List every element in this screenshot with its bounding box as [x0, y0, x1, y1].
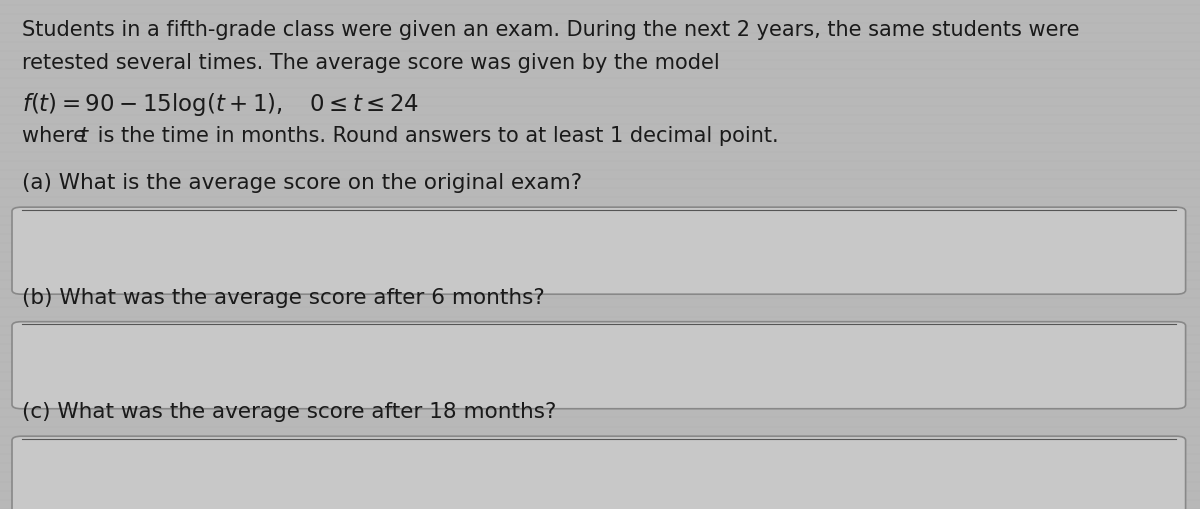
Text: (c) What was the average score after 18 months?: (c) What was the average score after 18 … [22, 402, 556, 422]
FancyBboxPatch shape [12, 322, 1186, 409]
Text: where: where [22, 126, 92, 146]
FancyBboxPatch shape [12, 436, 1186, 509]
Text: Students in a fifth-grade class were given an exam. During the next 2 years, the: Students in a fifth-grade class were giv… [22, 20, 1079, 40]
Text: retested several times. The average score was given by the model: retested several times. The average scor… [22, 53, 719, 73]
Text: (a) What is the average score on the original exam?: (a) What is the average score on the ori… [22, 173, 582, 193]
Text: is the time in months. Round answers to at least 1 decimal point.: is the time in months. Round answers to … [91, 126, 779, 146]
FancyBboxPatch shape [12, 207, 1186, 294]
Text: $f(t) = 90 - 15\log(t + 1), \quad 0 \leq t \leq 24$: $f(t) = 90 - 15\log(t + 1), \quad 0 \leq… [22, 91, 419, 118]
Text: t: t [79, 126, 88, 146]
Text: (b) What was the average score after 6 months?: (b) What was the average score after 6 m… [22, 288, 545, 307]
